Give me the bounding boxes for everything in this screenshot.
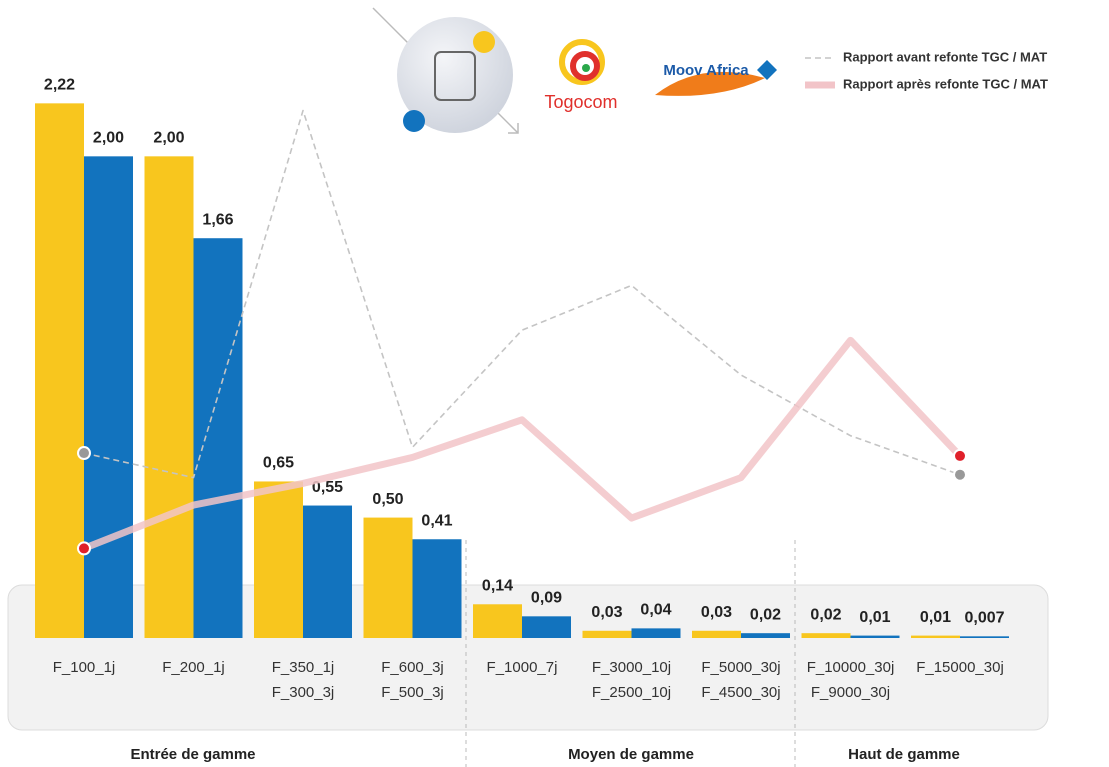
x-tick-label: F_2500_10j bbox=[592, 684, 671, 701]
value-label: 0,50 bbox=[372, 491, 403, 508]
moov-logo-text: Moov Africa bbox=[663, 62, 749, 79]
value-label: 0,01 bbox=[920, 609, 951, 626]
ratio-line bbox=[83, 109, 961, 479]
line-end-dot bbox=[953, 448, 967, 463]
value-label: 0,02 bbox=[810, 606, 841, 623]
togocom-logo-text: Togocom bbox=[544, 92, 617, 112]
bar bbox=[412, 539, 462, 638]
value-label: 0,007 bbox=[964, 610, 1004, 627]
x-tick-label: F_5000_30j bbox=[701, 659, 780, 676]
line-end-dot bbox=[77, 446, 91, 461]
value-label: 0,41 bbox=[421, 512, 452, 529]
x-tick-label: F_9000_30j bbox=[811, 684, 890, 701]
x-tick-label: F_1000_7j bbox=[487, 659, 558, 676]
value-label: 1,66 bbox=[202, 211, 233, 228]
bar bbox=[801, 633, 851, 638]
moov-logo bbox=[655, 60, 777, 96]
value-label: 0,02 bbox=[750, 606, 781, 623]
bar bbox=[303, 505, 352, 638]
bar bbox=[35, 103, 84, 639]
x-tick-label: F_100_1j bbox=[53, 659, 116, 676]
x-tick-label: F_10000_30j bbox=[807, 659, 895, 676]
value-label: 0,14 bbox=[482, 578, 513, 595]
bar bbox=[692, 630, 741, 638]
bar bbox=[850, 635, 900, 638]
value-label: 0,55 bbox=[312, 479, 343, 496]
togocom-logo bbox=[559, 39, 605, 85]
value-label: 2,22 bbox=[44, 77, 75, 94]
line-end-dot bbox=[953, 467, 967, 482]
bar bbox=[911, 635, 960, 638]
group-label: Moyen de gamme bbox=[568, 746, 694, 763]
value-label: 0,01 bbox=[859, 609, 890, 626]
legend-label: Rapport après refonte TGC / MAT bbox=[843, 76, 1048, 91]
x-tick-label: F_3000_10j bbox=[592, 659, 671, 676]
bar bbox=[582, 630, 632, 638]
value-label: 2,00 bbox=[93, 130, 124, 147]
ratio-line bbox=[82, 336, 963, 552]
value-label: 2,00 bbox=[153, 130, 184, 147]
x-tick-label: F_500_3j bbox=[381, 684, 444, 701]
bar bbox=[254, 481, 303, 638]
bar bbox=[522, 616, 571, 638]
x-tick-label: F_600_3j bbox=[381, 659, 444, 676]
bar bbox=[631, 628, 681, 638]
bar bbox=[741, 633, 790, 638]
value-label: 0,04 bbox=[640, 602, 671, 619]
bar bbox=[144, 156, 194, 639]
group-label: Entrée de gamme bbox=[130, 746, 255, 763]
value-label: 0,09 bbox=[531, 590, 562, 607]
line-end-dot bbox=[77, 541, 91, 556]
value-label: 0,65 bbox=[263, 455, 294, 472]
bar bbox=[84, 156, 133, 639]
legend-label: Rapport avant refonte TGC / MAT bbox=[843, 49, 1047, 64]
value-label: 0,03 bbox=[591, 604, 622, 621]
group-label: Haut de gamme bbox=[848, 746, 960, 763]
bar bbox=[193, 238, 243, 638]
x-tick-label: F_15000_30j bbox=[916, 659, 1004, 676]
x-tick-label: F_300_3j bbox=[272, 684, 335, 701]
value-label: 0,03 bbox=[701, 604, 732, 621]
x-tick-label: F_4500_30j bbox=[701, 684, 780, 701]
bar bbox=[960, 636, 1009, 638]
bar bbox=[473, 604, 522, 638]
phone-icon bbox=[372, 7, 519, 134]
x-tick-label: F_200_1j bbox=[162, 659, 225, 676]
bar bbox=[363, 517, 413, 638]
x-tick-label: F_350_1j bbox=[272, 659, 335, 676]
